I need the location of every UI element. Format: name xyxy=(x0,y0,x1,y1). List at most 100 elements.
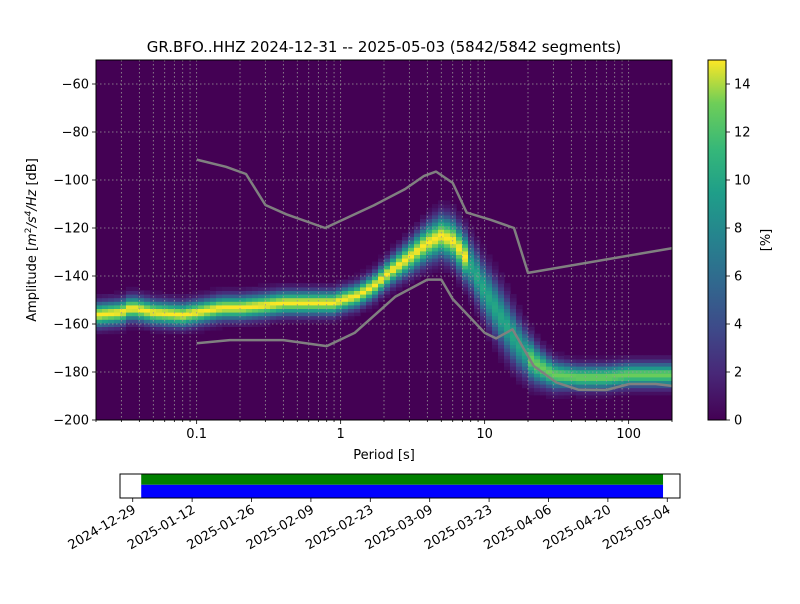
heatmap-cell xyxy=(450,272,457,277)
heatmap-cell xyxy=(486,312,493,317)
heatmap-cell xyxy=(264,283,271,288)
heatmap-cell xyxy=(474,243,481,248)
heatmap-cell xyxy=(312,286,319,291)
heatmap-cell xyxy=(402,240,409,245)
heatmap-cell xyxy=(390,265,397,270)
heatmap-cell xyxy=(534,358,541,363)
heatmap-cell xyxy=(624,355,631,360)
heatmap-cell xyxy=(456,279,463,284)
heatmap-cell xyxy=(132,294,139,299)
heatmap-cell xyxy=(330,301,337,306)
heatmap-cell xyxy=(276,312,283,317)
heatmap-cell xyxy=(174,322,181,327)
heatmap-cell xyxy=(288,283,295,288)
y-tick-label: −180 xyxy=(53,366,89,381)
heatmap-cell xyxy=(216,312,223,317)
heatmap-cell xyxy=(264,315,271,320)
y-tick-label: −80 xyxy=(62,126,89,141)
heatmap-cell xyxy=(318,283,325,288)
heatmap-cell xyxy=(636,376,643,381)
heatmap-cell xyxy=(270,319,277,324)
heatmap-cell xyxy=(204,319,211,324)
heatmap-cell xyxy=(462,247,469,252)
heatmap-cell xyxy=(594,362,601,367)
heatmap-cell xyxy=(468,236,475,241)
heatmap-cell xyxy=(480,258,487,263)
heatmap-cell xyxy=(360,294,367,299)
heatmap-cell xyxy=(528,326,535,331)
heatmap-cell xyxy=(480,272,487,277)
heatmap-cell xyxy=(522,376,529,381)
heatmap-cell xyxy=(288,297,295,302)
heatmap-cell xyxy=(258,283,265,288)
heatmap-cell xyxy=(606,362,613,367)
heatmap-cell xyxy=(648,358,655,363)
heatmap-cell xyxy=(456,218,463,223)
heatmap-cell xyxy=(414,268,421,273)
heatmap-cell xyxy=(390,279,397,284)
heatmap-cell xyxy=(168,322,175,327)
heatmap-cell xyxy=(282,319,289,324)
heatmap-cell xyxy=(396,272,403,277)
heatmap-cell xyxy=(228,319,235,324)
heatmap-cell xyxy=(450,229,457,234)
heatmap-cell xyxy=(654,366,661,371)
heatmap-cell xyxy=(456,265,463,270)
heatmap-cell xyxy=(540,351,547,356)
heatmap-cell xyxy=(462,258,469,263)
x-tick-label: 100 xyxy=(616,427,641,442)
heatmap-cell xyxy=(462,283,469,288)
heatmap-cell xyxy=(534,351,541,356)
heatmap-cell xyxy=(486,276,493,281)
heatmap-cell xyxy=(372,261,379,266)
heatmap-cell xyxy=(666,373,672,378)
heatmap-cell xyxy=(618,355,625,360)
heatmap-cell xyxy=(432,240,439,245)
heatmap-cell xyxy=(270,297,277,302)
heatmap-cell xyxy=(612,362,619,367)
heatmap-cell xyxy=(300,286,307,291)
heatmap-cell xyxy=(306,290,313,295)
heatmap-cell xyxy=(396,243,403,248)
heatmap-cell xyxy=(558,373,565,378)
heatmap-cell xyxy=(540,384,547,389)
heatmap-cell xyxy=(240,297,247,302)
heatmap-cell xyxy=(474,236,481,241)
heatmap-cell xyxy=(516,348,523,353)
heatmap-cell xyxy=(408,268,415,273)
heatmap-cell xyxy=(456,211,463,216)
heatmap-cell xyxy=(360,268,367,273)
heatmap-cell xyxy=(318,297,325,302)
heatmap-cell xyxy=(216,315,223,320)
heatmap-cell xyxy=(216,301,223,306)
heatmap-cell xyxy=(366,294,373,299)
heatmap-cell xyxy=(492,319,499,324)
heatmap-cell xyxy=(384,272,391,277)
heatmap-cell xyxy=(222,301,229,306)
heatmap-cell xyxy=(162,301,169,306)
heatmap-cell xyxy=(402,258,409,263)
heatmap-cell xyxy=(564,362,571,367)
heatmap-cell xyxy=(162,330,169,335)
heatmap-cell xyxy=(210,312,217,317)
heatmap-cell xyxy=(240,301,247,306)
heatmap-cell xyxy=(240,304,247,309)
heatmap-cell xyxy=(426,272,433,277)
heatmap-cell xyxy=(198,308,205,313)
heatmap-cell xyxy=(486,258,493,263)
heatmap-cell xyxy=(108,319,115,324)
heatmap-cell xyxy=(306,301,313,306)
heatmap-cell xyxy=(348,301,355,306)
heatmap-cell xyxy=(132,286,139,291)
heatmap-cell xyxy=(420,229,427,234)
heatmap-cell xyxy=(564,358,571,363)
heatmap-cell xyxy=(108,297,115,302)
heatmap-cell xyxy=(144,294,151,299)
heatmap-cell xyxy=(306,308,313,313)
heatmap-cell xyxy=(276,297,283,302)
heatmap-cell xyxy=(414,229,421,234)
heatmap-cell xyxy=(138,304,145,309)
heatmap-cell xyxy=(390,247,397,252)
heatmap-cell xyxy=(498,322,505,327)
heatmap-cell xyxy=(516,376,523,381)
